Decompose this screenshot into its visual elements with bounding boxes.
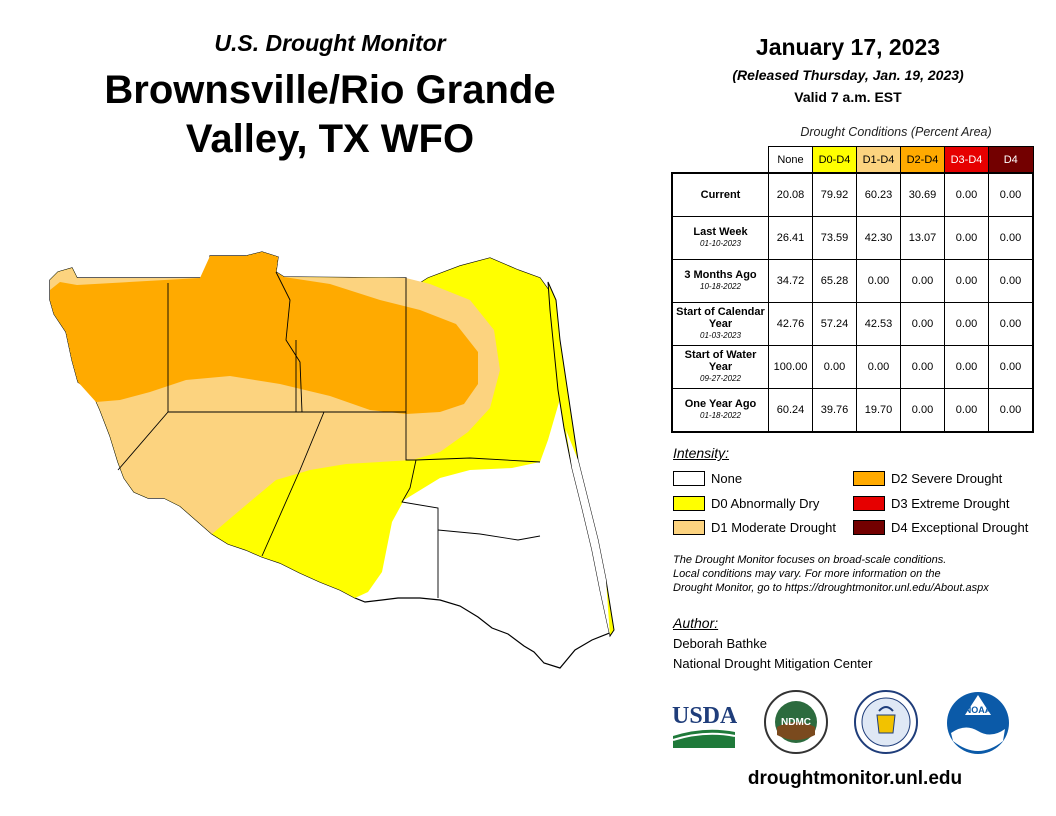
row-label: Current — [671, 172, 769, 217]
column-header: D1-D4 — [856, 146, 901, 174]
row-label: Start of Calendar Year 01-03-2023 — [671, 302, 769, 346]
map-title: Brownsville/Rio Grande Valley, TX WFO — [104, 68, 556, 161]
legend-item-d3: D3 Extreme Drought — [853, 496, 1010, 511]
author-org: National Drought Mitigation Center — [673, 656, 873, 671]
table-cell: 57.24 — [812, 302, 857, 346]
table-row: Current 20.08 79.92 60.23 30.69 0.00 0.0… — [671, 172, 1034, 217]
table-caption: Drought Conditions (Percent Area) — [800, 125, 992, 139]
table-cell: 0.00 — [812, 345, 857, 389]
table-cell: 0.00 — [988, 172, 1034, 217]
release-date: (Released Thursday, Jan. 19, 2023) — [732, 67, 964, 83]
row-label: Start of Water Year 09-27-2022 — [671, 345, 769, 389]
table-row: 3 Months Ago 10-18-2022 34.72 65.28 0.00 … — [671, 259, 1034, 303]
note-line: Drought Monitor, go to https://droughtmo… — [673, 582, 989, 594]
column-header: None — [768, 146, 813, 174]
table-cell: 79.92 — [812, 172, 857, 217]
drought-map — [49, 251, 615, 669]
legend-swatch — [853, 496, 885, 511]
column-header: D4 — [988, 146, 1034, 174]
table-cell: 26.41 — [768, 216, 813, 260]
table-cell: 0.00 — [944, 345, 989, 389]
table-cell: 0.00 — [988, 345, 1034, 389]
table-cell: 0.00 — [900, 388, 945, 433]
table-cell: 0.00 — [856, 259, 901, 303]
table-cell: 100.00 — [768, 345, 813, 389]
legend-item-d4: D4 Exceptional Drought — [853, 520, 1028, 535]
disclaimer-note: The Drought Monitor focuses on broad-sca… — [673, 553, 1043, 595]
legend-item-d0: D0 Abnormally Dry — [673, 496, 819, 511]
row-label: Last Week 01-10-2023 — [671, 216, 769, 260]
table-cell: 60.24 — [768, 388, 813, 433]
table-cell: 0.00 — [944, 302, 989, 346]
table-cell: 13.07 — [900, 216, 945, 260]
website-url: droughtmonitor.unl.edu — [747, 768, 963, 789]
table-cell: 39.76 — [812, 388, 857, 433]
note-line: Local conditions may vary. For more info… — [673, 568, 941, 580]
table-cell: 0.00 — [944, 259, 989, 303]
column-header: D0-D4 — [812, 146, 857, 174]
row-label: 3 Months Ago 10-18-2022 — [671, 259, 769, 303]
table-row: One Year Ago 01-18-2022 60.24 39.76 19.70… — [671, 388, 1034, 433]
legend-title: Intensity: — [673, 445, 730, 461]
table-cell: 0.00 — [856, 345, 901, 389]
svg-text:NDMC: NDMC — [781, 717, 811, 728]
table-cell: 0.00 — [944, 388, 989, 433]
table-cell: 42.53 — [856, 302, 901, 346]
legend-item-d1: D1 Moderate Drought — [673, 520, 836, 535]
column-header: D3-D4 — [944, 146, 989, 174]
table-cell: 60.23 — [856, 172, 901, 217]
map-date: January 17, 2023 — [755, 34, 941, 60]
table-cell: 0.00 — [988, 216, 1034, 260]
legend-item-d2: D2 Severe Drought — [853, 471, 1002, 486]
table-cell: 0.00 — [988, 388, 1034, 433]
legend-item-none: None — [673, 471, 742, 486]
table-cell: 0.00 — [900, 345, 945, 389]
table-header-row: None D0-D4 D1-D4 D2-D4 D3-D4 D4 — [672, 146, 1034, 174]
doc-seal-logo — [854, 690, 918, 754]
author-name: Deborah Bathke — [673, 636, 767, 651]
table-cell: 19.70 — [856, 388, 901, 433]
legend-swatch — [853, 471, 885, 486]
column-header: D2-D4 — [900, 146, 945, 174]
table-row: Start of Calendar Year 01-03-2023 42.76 5… — [671, 302, 1034, 346]
note-line: The Drought Monitor focuses on broad-sca… — [673, 554, 947, 566]
legend-swatch — [673, 520, 705, 535]
svg-text:USDA: USDA — [672, 703, 737, 729]
table-cell: 20.08 — [768, 172, 813, 217]
map-region-d2 — [50, 252, 478, 414]
table-cell: 0.00 — [944, 172, 989, 217]
table-cell: 0.00 — [988, 302, 1034, 346]
ndmc-logo: NDMC — [764, 690, 828, 754]
map-subtitle: U.S. Drought Monitor — [214, 30, 446, 56]
author-label: Author: — [673, 615, 719, 631]
table-cell: 30.69 — [900, 172, 945, 217]
table-cell: 73.59 — [812, 216, 857, 260]
valid-time: Valid 7 a.m. EST — [794, 89, 902, 105]
table-cell: 65.28 — [812, 259, 857, 303]
usda-logo: USDA — [672, 703, 737, 748]
county-boundaries — [117, 271, 541, 598]
svg-text:NOAA: NOAA — [965, 705, 992, 715]
table-cell: 0.00 — [988, 259, 1034, 303]
table-cell: 0.00 — [900, 259, 945, 303]
table-row: Start of Water Year 09-27-2022 100.00 0.0… — [671, 345, 1034, 389]
row-label: One Year Ago 01-18-2022 — [671, 388, 769, 433]
noaa-logo: NOAA — [947, 692, 1009, 754]
legend-swatch — [673, 496, 705, 511]
table-corner — [672, 147, 769, 174]
legend-swatch — [853, 520, 885, 535]
table-row: Last Week 01-10-2023 26.41 73.59 42.30 13… — [671, 216, 1034, 260]
table-cell: 42.30 — [856, 216, 901, 260]
table-cell: 42.76 — [768, 302, 813, 346]
table-cell: 0.00 — [900, 302, 945, 346]
table-cell: 0.00 — [944, 216, 989, 260]
table-cell: 34.72 — [768, 259, 813, 303]
legend-swatch — [673, 471, 705, 486]
drought-conditions-table: None D0-D4 D1-D4 D2-D4 D3-D4 D4 Current … — [671, 146, 1034, 433]
